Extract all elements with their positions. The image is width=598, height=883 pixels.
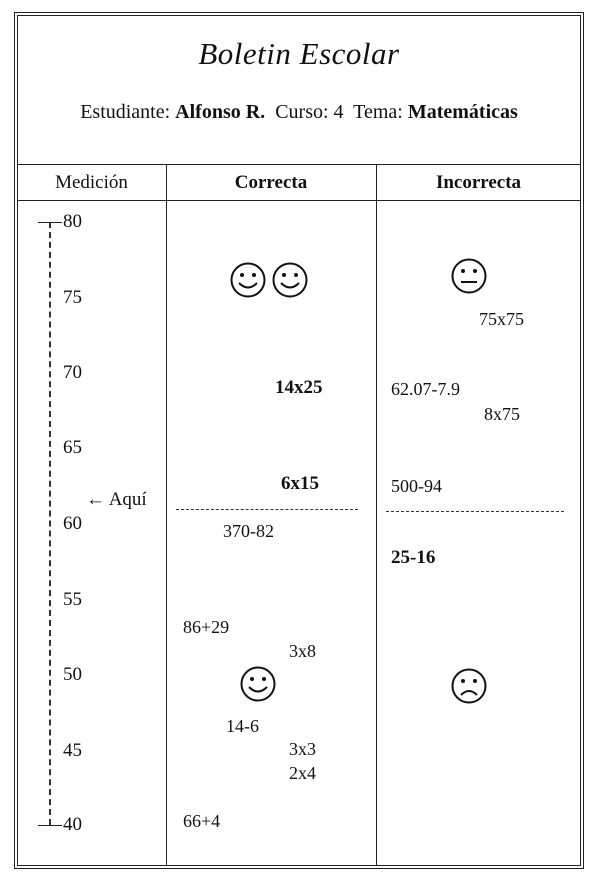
- column-header-medicion: Medición: [55, 172, 128, 193]
- column-header-incorrecta: Incorrecta: [435, 172, 522, 193]
- report-title: Boletin Escolar: [198, 36, 400, 71]
- correct-item: 2x4: [289, 763, 316, 783]
- correct-item: 6x15: [281, 473, 319, 494]
- scale-tick-65: 65: [63, 437, 82, 458]
- course-label: Curso:: [275, 101, 329, 123]
- happy-face-icon: [240, 666, 276, 702]
- column-divider-1: [166, 164, 167, 866]
- correct-item: 14x25: [275, 377, 323, 398]
- correct-item: 14-6: [226, 716, 259, 736]
- scale-top-cap: [38, 222, 62, 223]
- scale-tick-60: 60: [63, 513, 82, 534]
- incorrect-item: 75x75: [479, 309, 524, 329]
- scale-tick-70: 70: [63, 362, 82, 383]
- happy-face-icon: [272, 262, 308, 298]
- student-info-line: Estudiante: Alfonso R. Curso: 4 Tema: Ma…: [0, 101, 598, 124]
- correct-item: 370-82: [223, 521, 274, 541]
- sad-face-icon: [451, 668, 487, 704]
- student-label: Estudiante:: [80, 101, 171, 123]
- scale-tick-50: 50: [63, 664, 82, 685]
- column-header-correcta: Correcta: [234, 172, 308, 193]
- correct-item: 3x3: [289, 739, 316, 759]
- scale-tick-55: 55: [63, 589, 82, 610]
- scale-bottom-cap: [38, 825, 62, 826]
- neutral-face-icon: [451, 258, 487, 294]
- happy-face-icon: [230, 262, 266, 298]
- topic-label: Tema:: [353, 101, 403, 123]
- outer-border: [14, 12, 584, 869]
- incorrect-dashed-line: [386, 511, 564, 512]
- incorrect-item: 8x75: [484, 404, 520, 424]
- correct-item: 3x8: [289, 641, 316, 661]
- here-marker: ← Aquí: [86, 489, 147, 510]
- incorrect-item: 25-16: [391, 547, 436, 568]
- inner-border: [17, 15, 581, 866]
- correct-dashed-line: [176, 509, 358, 510]
- scale-tick-80: 80: [63, 211, 82, 232]
- scale-axis: [49, 222, 51, 825]
- header-divider-top: [17, 164, 581, 165]
- scale-tick-40: 40: [63, 814, 82, 835]
- incorrect-item: 500-94: [391, 476, 442, 496]
- incorrect-item: 62.07-7.9: [391, 379, 460, 399]
- topic-value: Matemáticas: [407, 101, 518, 123]
- column-divider-2: [376, 164, 377, 866]
- header-divider-bottom: [17, 200, 581, 201]
- correct-item: 66+4: [183, 811, 221, 831]
- scale-tick-45: 45: [63, 740, 82, 761]
- scale-tick-75: 75: [63, 287, 82, 308]
- correct-item: 86+29: [183, 617, 230, 637]
- student-name: Alfonso R.: [175, 101, 266, 123]
- course-value: 4: [333, 101, 344, 123]
